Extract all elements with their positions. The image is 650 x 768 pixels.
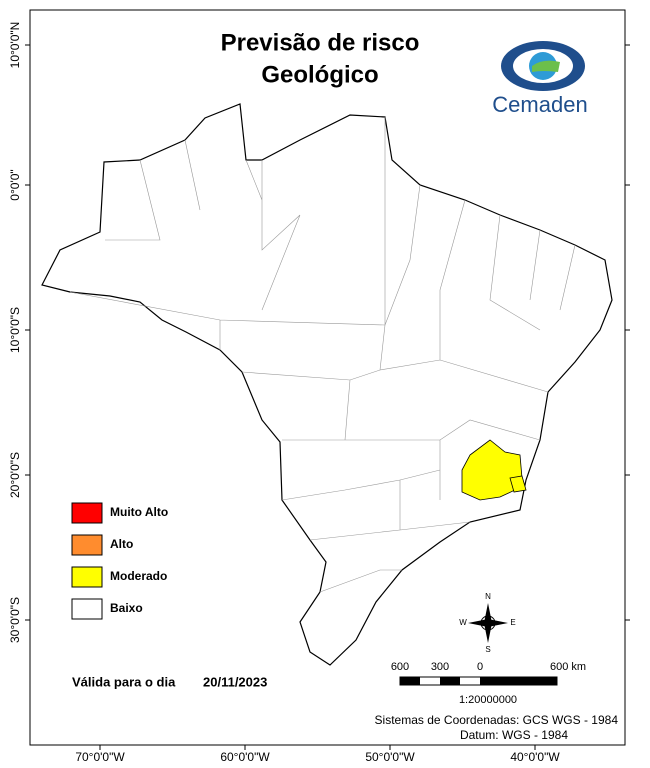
lon-label: 60°0'0"W [220,750,270,764]
lat-label: 20°0'0"S [8,452,22,498]
legend-label: Alto [110,537,133,551]
compass-e: E [510,618,515,627]
frame-ticks [25,44,630,750]
validity: Válida para o dia 20/11/2023 [72,674,267,689]
lon-label: 70°0'0"W [75,750,125,764]
legend-label: Moderado [110,569,167,583]
compass: N S E W [459,592,515,654]
compass-s: S [485,645,490,654]
lat-label: 30°0'0"S [8,597,22,643]
datum: Datum: WGS - 1984 [460,728,568,742]
legend-label: Muito Alto [110,505,168,519]
lat-label: 10°0'0"N [8,22,22,69]
latitude-labels: 10°0'0"N 0°0'0" 10°0'0"S 20°0'0"S 30°0'0… [8,22,22,643]
lat-label: 0°0'0" [8,169,22,200]
logo-text: Cemaden [492,92,587,117]
validity-label: Válida para o dia [72,674,176,689]
legend: Muito Alto Alto Moderado Baixo [71,502,168,620]
title: Previsão de risco [221,29,420,56]
brazil-map [41,103,613,666]
moderate-risk-area [509,475,527,493]
scale-bar: 600 300 0 600 km 1:20000000 [391,661,586,706]
scale-label: 600 km [550,661,586,673]
legend-swatch [71,502,103,524]
legend-label: Baixo [110,601,143,615]
scale-ratio: 1:20000000 [459,694,517,706]
lat-label: 10°0'0"S [8,307,22,353]
legend-swatch [71,566,103,588]
compass-w: W [459,618,467,627]
legend-swatch [71,534,103,556]
validity-date: 20/11/2023 [203,674,267,689]
footer: Sistemas de Coordenadas: GCS WGS - 1984 … [375,713,619,742]
lon-label: 50°0'0"W [365,750,415,764]
title: Geológico [261,61,378,88]
legend-swatch [71,598,103,620]
logo: Cemaden [492,41,588,117]
lon-label: 40°0'0"W [510,750,560,764]
scale-label: 0 [477,661,483,673]
compass-n: N [485,592,491,601]
scale-label: 300 [431,661,449,673]
longitude-labels: 70°0'0"W 60°0'0"W 50°0'0"W 40°0'0"W [75,750,560,764]
scale-label: 600 [391,661,409,673]
coordinate-system: Sistemas de Coordenadas: GCS WGS - 1984 [375,713,619,727]
